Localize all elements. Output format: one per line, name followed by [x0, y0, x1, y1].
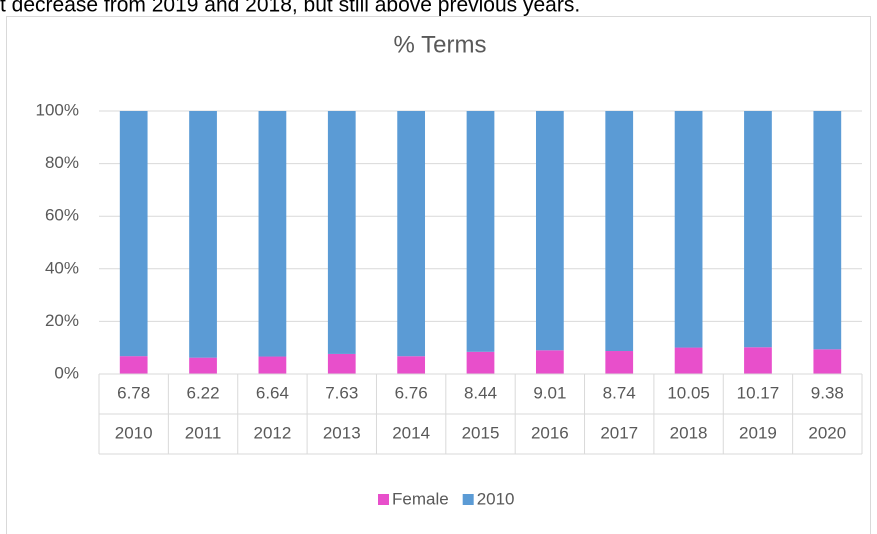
data-table-value: 6.76: [395, 383, 428, 402]
data-table-value: 10.17: [737, 383, 780, 402]
data-table-value: 9.38: [811, 383, 844, 402]
chart-area: [6, 16, 871, 534]
x-tick-label: 2011: [185, 423, 222, 442]
bar-segment: [397, 356, 426, 374]
y-tick-label: 100%: [36, 100, 79, 119]
y-tick-label: 60%: [45, 206, 79, 225]
bar-segment: [119, 356, 148, 374]
bar-segment: [605, 351, 634, 374]
y-tick-label: 20%: [45, 311, 79, 330]
x-tick-label: 2018: [670, 423, 708, 442]
bar-segment: [674, 111, 703, 348]
bar-segment: [258, 111, 287, 357]
bar-segment: [466, 351, 495, 374]
y-tick-label: 80%: [45, 153, 79, 172]
x-tick-label: 2016: [531, 423, 569, 442]
x-tick-label: 2014: [392, 423, 430, 442]
data-table-value: 6.22: [186, 383, 219, 402]
x-tick-label: 2019: [739, 423, 777, 442]
data-table-value: 6.78: [117, 383, 150, 402]
bar-segment: [397, 111, 426, 357]
bar-segment: [535, 350, 564, 374]
legend-swatch: [462, 494, 474, 505]
bar-segment: [258, 356, 287, 374]
bar-segment: [535, 111, 564, 351]
legend-swatch: [378, 494, 389, 505]
data-table-value: 8.74: [603, 383, 636, 402]
x-tick-label: 2010: [115, 423, 153, 442]
x-tick-label: 2015: [462, 423, 500, 442]
legend-label: Female: [392, 489, 449, 508]
data-table-value: 10.05: [667, 383, 710, 402]
x-tick-label: 2012: [253, 423, 291, 442]
bar-segment: [744, 347, 772, 374]
bar-segment: [119, 111, 148, 357]
bar-segment: [327, 353, 356, 374]
bar-segment: [744, 111, 772, 348]
bar-segment: [813, 111, 842, 350]
bar-segment: [813, 349, 842, 374]
bar-segment: [466, 111, 495, 352]
x-tick-label: 2017: [600, 423, 638, 442]
chart-title: % Terms: [394, 31, 487, 58]
bar-segment: [327, 111, 356, 354]
data-table-value: 9.01: [533, 383, 566, 402]
y-tick-label: 40%: [45, 258, 79, 277]
legend-label: 2010: [477, 489, 515, 508]
header-text: t decrease from 2019 and 2018, but still…: [0, 0, 580, 17]
data-table-value: 8.44: [464, 383, 497, 402]
x-tick-label: 2020: [808, 423, 846, 442]
y-tick-label: 0%: [54, 363, 79, 382]
bar-segment: [674, 347, 703, 374]
data-table-value: 6.64: [256, 383, 289, 402]
x-tick-label: 2013: [323, 423, 361, 442]
data-table-value: 7.63: [325, 383, 358, 402]
bar-segment: [189, 357, 217, 374]
bar-segment: [189, 111, 217, 358]
bar-segment: [605, 111, 634, 352]
